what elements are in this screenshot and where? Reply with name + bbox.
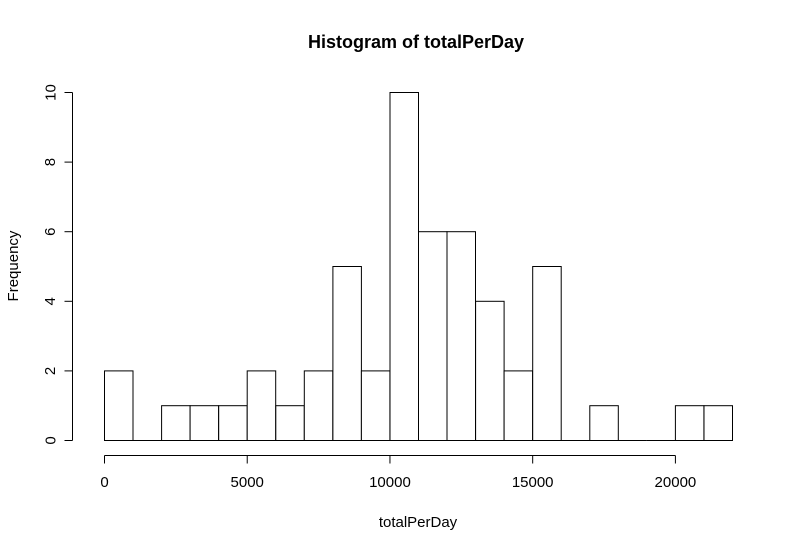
y-axis: 0 2 4 6 8 10 xyxy=(42,84,73,445)
bars-group xyxy=(104,92,733,442)
histogram-bar xyxy=(104,370,134,441)
histogram-bar xyxy=(475,300,505,441)
histogram-bar xyxy=(703,405,733,442)
histogram-bar xyxy=(275,405,305,442)
histogram-bar xyxy=(218,405,248,442)
histogram-bar xyxy=(503,370,534,441)
histogram-bar xyxy=(303,370,334,441)
y-tick-label: 0 xyxy=(42,436,59,444)
x-tick-label: 15000 xyxy=(512,474,554,491)
histogram-bar xyxy=(532,266,562,441)
x-tick-label: 0 xyxy=(100,474,108,491)
y-tick-label: 2 xyxy=(42,367,59,375)
x-tick-label: 5000 xyxy=(231,474,264,491)
y-tick-label: 6 xyxy=(42,228,59,236)
histogram-bar xyxy=(389,92,419,441)
y-tick-label: 10 xyxy=(42,84,59,101)
x-tick-label: 20000 xyxy=(655,474,697,491)
histogram-bar xyxy=(332,266,362,441)
histogram-bar xyxy=(161,405,191,442)
y-tick-label: 8 xyxy=(42,158,59,166)
histogram-bar xyxy=(246,370,277,441)
chart-title: Histogram of totalPerDay xyxy=(308,32,524,52)
y-tick-label: 4 xyxy=(42,297,59,305)
histogram-bar xyxy=(418,231,448,441)
histogram-bar xyxy=(589,405,619,442)
histogram-bar xyxy=(360,370,391,441)
x-axis: 0 5000 10000 15000 20000 xyxy=(100,455,697,491)
histogram-bar xyxy=(674,405,705,442)
y-axis-label: Frequency xyxy=(5,230,22,301)
histogram-bar xyxy=(446,231,476,441)
histogram-bar xyxy=(189,405,220,442)
x-axis-label: totalPerDay xyxy=(379,514,458,531)
x-tick-label: 10000 xyxy=(369,474,411,491)
